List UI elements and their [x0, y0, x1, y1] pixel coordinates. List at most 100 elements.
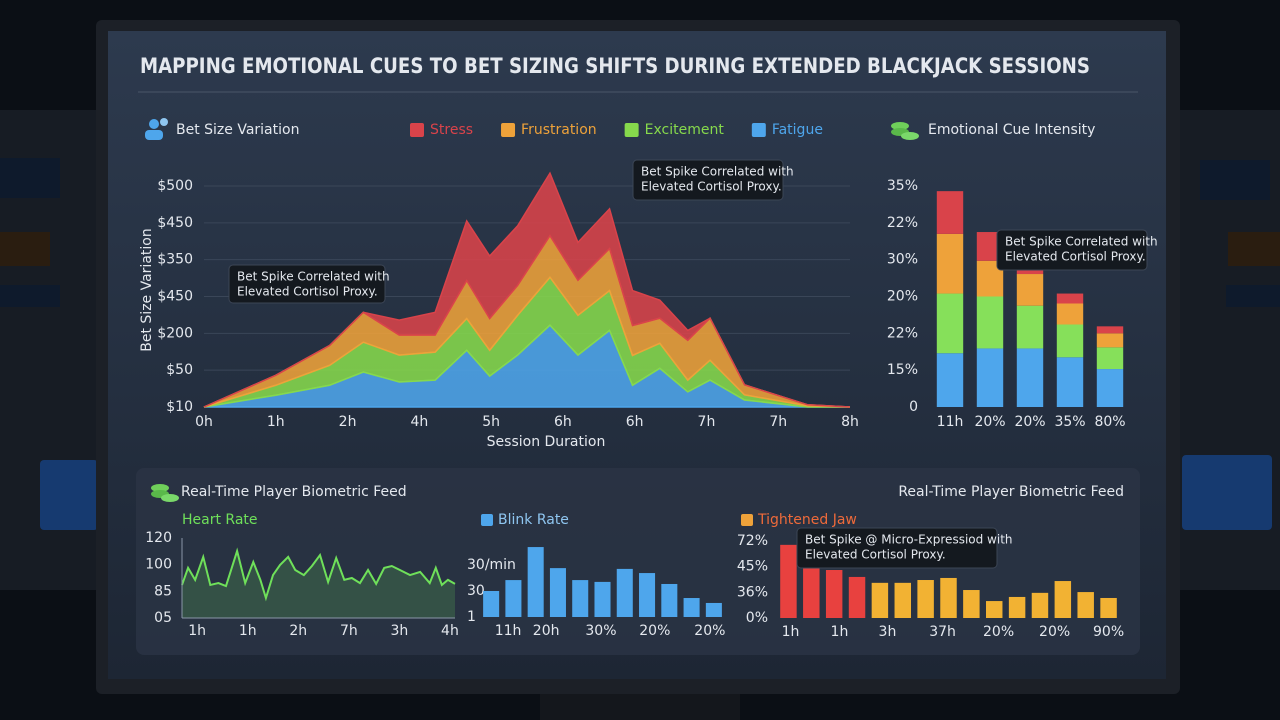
y-tick-label: $500	[157, 178, 193, 194]
bar	[848, 576, 866, 618]
legend-swatch	[624, 123, 639, 137]
x-tick-label: 8h	[841, 414, 859, 430]
x-tick-label: 7h	[340, 623, 358, 639]
x-tick-label: 3h	[879, 624, 897, 640]
bar	[705, 602, 722, 617]
bar-segment	[1016, 305, 1044, 349]
callout-text: Elevated Cortisol Proxy.	[237, 285, 378, 299]
x-tick-label: 20%	[983, 624, 1014, 640]
x-tick-label: 1h	[188, 623, 206, 639]
bar	[639, 573, 656, 617]
chart-title: Blink Rate	[498, 512, 569, 528]
legend-swatch	[481, 514, 493, 526]
y-tick-label: 30%	[887, 252, 918, 268]
bar-segment	[976, 296, 1004, 349]
bar-segment	[1056, 293, 1084, 304]
y-tick-label: 30	[467, 583, 485, 599]
x-tick-label: 20h	[533, 623, 560, 639]
y-tick-label: 36%	[737, 584, 768, 600]
bar-segment	[1016, 274, 1044, 306]
chart-title: Heart Rate	[182, 512, 258, 528]
bar	[549, 568, 566, 617]
bar-segment	[936, 233, 964, 294]
y-tick-label: 120	[145, 530, 172, 546]
bar-segment	[936, 293, 964, 354]
bar	[963, 590, 980, 618]
bar-segment	[976, 348, 1004, 407]
callout-text: Elevated Cortisol Proxy.	[1005, 250, 1146, 264]
x-tick-label: 6h	[554, 414, 572, 430]
bar-segment	[936, 353, 964, 407]
panel-title: Real-Time Player Biometric Feed	[181, 484, 407, 500]
x-tick-label: 35%	[1054, 414, 1085, 430]
x-tick-label: 7h	[698, 414, 716, 430]
x-tick-label: 2h	[339, 414, 357, 430]
chart-title: Bet Size Variation	[176, 122, 299, 138]
chart-title: Tightened Jaw	[757, 512, 857, 528]
bar	[1100, 597, 1117, 618]
bar-segment	[1096, 326, 1124, 334]
y-tick-label: 85	[154, 583, 172, 599]
x-tick-label: 37h	[929, 624, 956, 640]
bar	[594, 581, 611, 617]
bar	[1054, 581, 1072, 618]
y-tick-label: $350	[157, 252, 193, 268]
legend-swatch	[410, 123, 424, 137]
bar	[986, 601, 1003, 618]
y-tick-label: 0	[909, 399, 918, 415]
bar	[683, 598, 700, 617]
x-tick-label: 6h	[626, 414, 644, 430]
x-axis-label: Session Duration	[487, 434, 606, 450]
x-tick-label: 20%	[694, 623, 725, 639]
bar	[505, 580, 522, 617]
x-tick-label: 80%	[1094, 414, 1125, 430]
panel-title-right: Real-Time Player Biometric Feed	[898, 484, 1124, 500]
area	[203, 171, 851, 408]
callout-text: Bet Spike Correlated with	[1005, 235, 1158, 249]
legend-swatch	[501, 123, 516, 137]
dashboard-title: MAPPING EMOTIONAL CUES TO BET SIZING SHI…	[140, 54, 1090, 78]
bar	[661, 583, 678, 617]
bar-segment	[1096, 369, 1124, 407]
bar	[894, 582, 911, 618]
y-tick-label: $50	[166, 362, 193, 378]
bar	[871, 582, 889, 618]
x-tick-label: 2h	[289, 623, 307, 639]
y-axis-label: Bet Size Variation	[139, 228, 155, 351]
y-tick-label: 45%	[737, 559, 768, 575]
bar	[572, 580, 589, 617]
bar-segment	[1096, 333, 1124, 348]
line	[181, 547, 456, 602]
x-tick-label: 11h	[495, 623, 522, 639]
legend-swatch	[741, 514, 753, 526]
monitor-stand	[540, 694, 740, 720]
bar	[780, 544, 797, 618]
bar	[825, 570, 843, 618]
bar	[1077, 592, 1094, 618]
bar	[483, 591, 500, 617]
x-tick-label: 1h	[239, 623, 257, 639]
legend-swatch	[751, 123, 766, 137]
callout-box	[632, 159, 784, 201]
y-tick-label: $450	[157, 289, 193, 305]
y-tick-label: 1	[467, 609, 476, 625]
x-tick-label: 0h	[195, 414, 213, 430]
x-tick-label: 7h	[769, 414, 787, 430]
legend-label: Excitement	[645, 122, 725, 138]
bar-segment	[936, 191, 964, 234]
bar	[803, 566, 820, 618]
callout-box	[228, 264, 386, 304]
server-racks	[0, 110, 1280, 590]
chart-title: Emotional Cue Intensity	[928, 122, 1095, 138]
callout-text: Bet Spike Correlated with	[641, 165, 794, 179]
callout-box	[996, 229, 1148, 271]
y-tick-label: $200	[157, 325, 193, 341]
bar-segment	[1056, 324, 1084, 358]
y-tick-label: 0%	[746, 610, 768, 626]
x-tick-label: 20%	[974, 414, 1005, 430]
y-tick-label: 22%	[887, 325, 918, 341]
x-tick-label: 1h	[831, 624, 849, 640]
x-tick-label: 30%	[585, 623, 616, 639]
biometric-panel	[136, 468, 1140, 655]
